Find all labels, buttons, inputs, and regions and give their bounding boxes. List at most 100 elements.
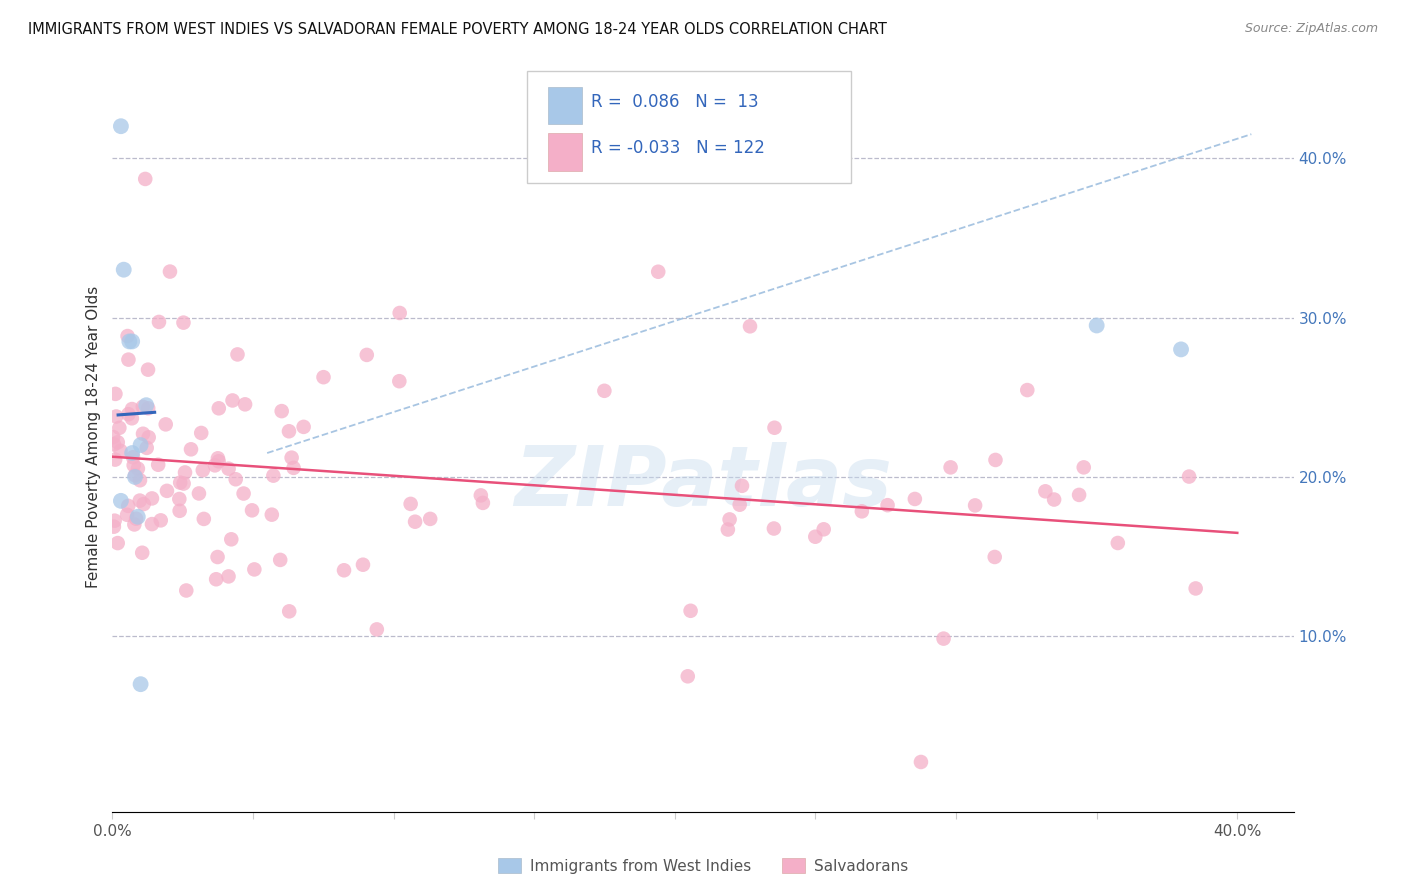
Point xyxy=(169,504,191,518)
Point xyxy=(356,348,378,362)
Point xyxy=(110,119,132,133)
Point xyxy=(107,435,129,450)
Point xyxy=(225,472,247,486)
Point xyxy=(208,454,231,468)
Point xyxy=(399,497,422,511)
Text: Source: ZipAtlas.com: Source: ZipAtlas.com xyxy=(1244,22,1378,36)
Point xyxy=(232,486,254,500)
Point xyxy=(173,476,195,491)
Point xyxy=(134,172,156,186)
Legend: Immigrants from West Indies, Salvadorans: Immigrants from West Indies, Salvadorans xyxy=(492,852,914,880)
Point xyxy=(110,493,132,508)
Point xyxy=(132,426,155,441)
Point xyxy=(101,430,124,444)
Point xyxy=(136,362,159,376)
Point xyxy=(470,488,492,502)
Point xyxy=(419,512,441,526)
Point xyxy=(124,517,146,532)
Text: R =  0.086   N =  13: R = 0.086 N = 13 xyxy=(591,93,758,112)
Point xyxy=(647,265,669,279)
Point xyxy=(204,458,226,473)
Point xyxy=(292,420,315,434)
Point xyxy=(738,319,761,334)
Point xyxy=(763,421,786,435)
Point xyxy=(104,514,127,528)
Point xyxy=(240,503,263,517)
Point xyxy=(135,398,157,412)
Point xyxy=(593,384,616,398)
Point xyxy=(218,569,240,583)
Point xyxy=(149,513,172,527)
Point xyxy=(333,563,356,577)
Point xyxy=(312,370,335,384)
Point xyxy=(174,466,197,480)
Point xyxy=(121,446,143,460)
Point xyxy=(233,397,256,411)
Point xyxy=(107,536,129,550)
Point xyxy=(190,425,212,440)
Point xyxy=(207,549,229,564)
Point xyxy=(156,483,179,498)
Point xyxy=(103,519,125,533)
Point xyxy=(191,463,214,477)
Point xyxy=(910,755,932,769)
Point xyxy=(127,509,149,524)
Point xyxy=(128,493,150,508)
Point xyxy=(851,504,873,518)
Point xyxy=(180,442,202,457)
Point xyxy=(388,306,411,320)
Point xyxy=(132,497,155,511)
Point xyxy=(1067,488,1090,502)
Point xyxy=(169,491,191,506)
Point xyxy=(218,461,240,475)
Point xyxy=(352,558,374,572)
Point xyxy=(1035,484,1057,499)
Point xyxy=(932,632,955,646)
Point xyxy=(939,460,962,475)
Text: IMMIGRANTS FROM WEST INDIES VS SALVADORAN FEMALE POVERTY AMONG 18-24 YEAR OLDS C: IMMIGRANTS FROM WEST INDIES VS SALVADORA… xyxy=(28,22,887,37)
Point xyxy=(728,498,751,512)
Point xyxy=(159,264,181,278)
Point xyxy=(207,451,229,466)
Point xyxy=(125,512,148,526)
Point xyxy=(1184,582,1206,596)
Point xyxy=(174,583,197,598)
Point xyxy=(138,430,160,444)
Point xyxy=(205,572,228,586)
Point xyxy=(136,401,159,416)
Point xyxy=(983,549,1005,564)
Point xyxy=(471,496,494,510)
Point xyxy=(110,443,132,458)
Point xyxy=(388,374,411,388)
Point xyxy=(121,411,143,425)
Point xyxy=(121,334,143,349)
Point xyxy=(121,402,143,417)
Point xyxy=(876,498,898,512)
Point xyxy=(117,352,139,367)
Point xyxy=(278,604,301,618)
Point xyxy=(762,522,785,536)
Point xyxy=(115,508,138,522)
Point xyxy=(1043,492,1066,507)
Point xyxy=(169,475,191,490)
Point xyxy=(283,461,305,475)
Point xyxy=(131,546,153,560)
Point xyxy=(187,486,209,500)
Point xyxy=(262,468,284,483)
Point xyxy=(984,453,1007,467)
Point xyxy=(118,334,141,349)
Point xyxy=(813,522,835,536)
Point xyxy=(124,470,146,484)
Point xyxy=(278,424,301,438)
Point xyxy=(804,530,827,544)
Point xyxy=(148,315,170,329)
Text: ZIPatlas: ZIPatlas xyxy=(515,442,891,523)
Point xyxy=(104,387,127,401)
Point xyxy=(717,523,740,537)
Point xyxy=(221,393,243,408)
Point xyxy=(103,437,125,451)
Point xyxy=(226,347,249,361)
Point xyxy=(1073,460,1095,475)
Y-axis label: Female Poverty Among 18-24 Year Olds: Female Poverty Among 18-24 Year Olds xyxy=(86,286,101,588)
Point xyxy=(141,517,163,532)
